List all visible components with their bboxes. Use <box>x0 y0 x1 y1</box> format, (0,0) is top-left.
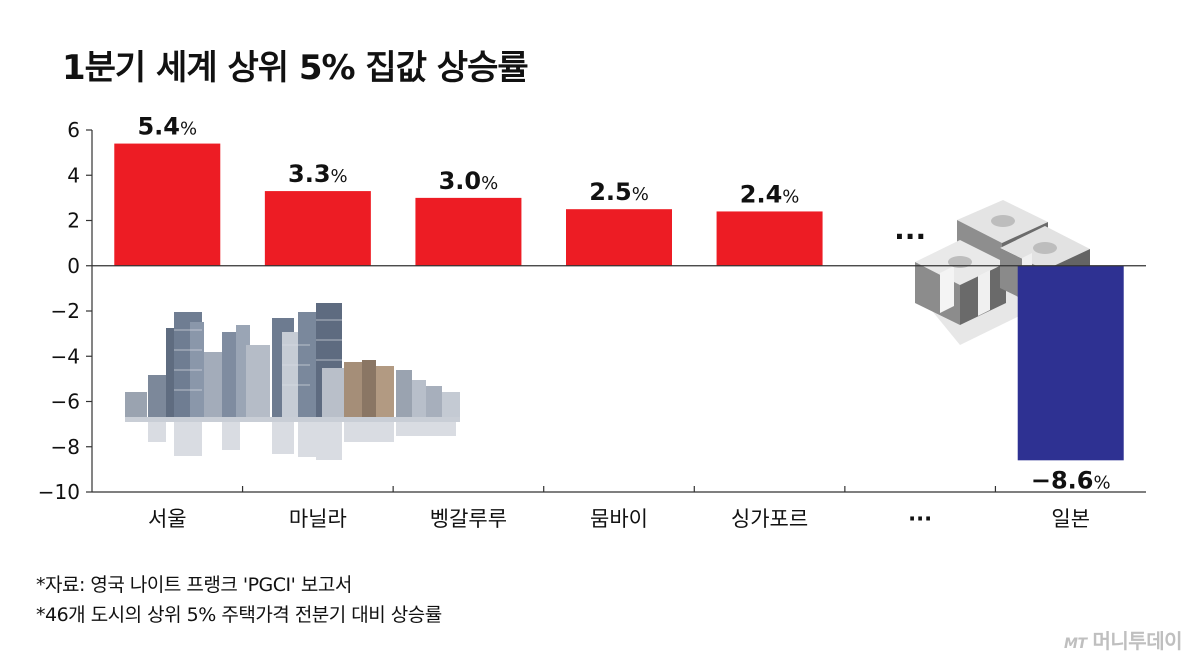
x-tick-label: 뭄바이 <box>590 507 648 531</box>
bar <box>114 143 221 266</box>
data-label-unit: % <box>782 186 799 207</box>
city-skyline-illustration <box>125 303 460 460</box>
brand-logo: MT 머니투데이 <box>1064 625 1182 654</box>
data-label: 2.4% <box>740 180 800 208</box>
y-tick-label: −4 <box>51 344 80 368</box>
y-tick-label: −8 <box>51 435 80 459</box>
data-label: −8.6% <box>1031 466 1111 494</box>
bar <box>1017 265 1124 461</box>
x-tick-label: 서울 <box>148 507 187 531</box>
bar <box>264 191 371 266</box>
data-label-value: 3.0 <box>439 167 482 195</box>
data-label-value: 3.3 <box>288 160 331 188</box>
data-label: 3.0% <box>439 167 499 195</box>
data-label-unit: % <box>180 119 197 140</box>
y-tick-label: −10 <box>38 480 80 504</box>
data-label-unit: % <box>331 166 348 187</box>
y-tick-label: 6 <box>67 118 80 142</box>
brand-name: 머니투데이 <box>1092 629 1183 653</box>
data-label: 5.4% <box>137 113 197 141</box>
y-tick-label: −2 <box>51 299 80 323</box>
bar <box>415 197 522 266</box>
brand-mark: MT <box>1064 636 1087 652</box>
data-label-value: −8.6 <box>1031 466 1094 494</box>
data-label-unit: % <box>632 184 649 205</box>
source-footnote: *자료: 영국 나이트 프랭크 'PGCI' 보고서 <box>36 574 352 596</box>
y-tick-label: 0 <box>67 254 80 278</box>
bar <box>566 209 672 266</box>
ellipsis-marker: ··· <box>894 220 926 253</box>
bar <box>716 211 823 266</box>
y-tick-label: −6 <box>51 390 80 414</box>
method-footnote: *46개 도시의 상위 5% 주택가격 전분기 대비 상승률 <box>36 604 442 626</box>
data-label-value: 2.5 <box>589 178 632 206</box>
data-label-unit: % <box>481 173 498 194</box>
data-label-value: 2.4 <box>740 180 783 208</box>
x-tick-label: 벵갈루루 <box>430 507 507 531</box>
chart-title: 1분기 세계 상위 5% 집값 상승률 <box>62 48 529 88</box>
x-tick-label: 일본 <box>1051 507 1090 531</box>
x-tick-label: ··· <box>908 507 932 531</box>
y-tick-label: 2 <box>67 209 80 233</box>
data-label: 3.3% <box>288 160 348 188</box>
x-tick-label: 싱가포르 <box>731 507 808 531</box>
data-label-unit: % <box>1093 472 1110 493</box>
y-tick-label: 4 <box>67 163 80 187</box>
data-label-value: 5.4 <box>137 113 180 141</box>
data-label: 2.5% <box>589 178 649 206</box>
x-tick-label: 마닐라 <box>289 507 347 531</box>
